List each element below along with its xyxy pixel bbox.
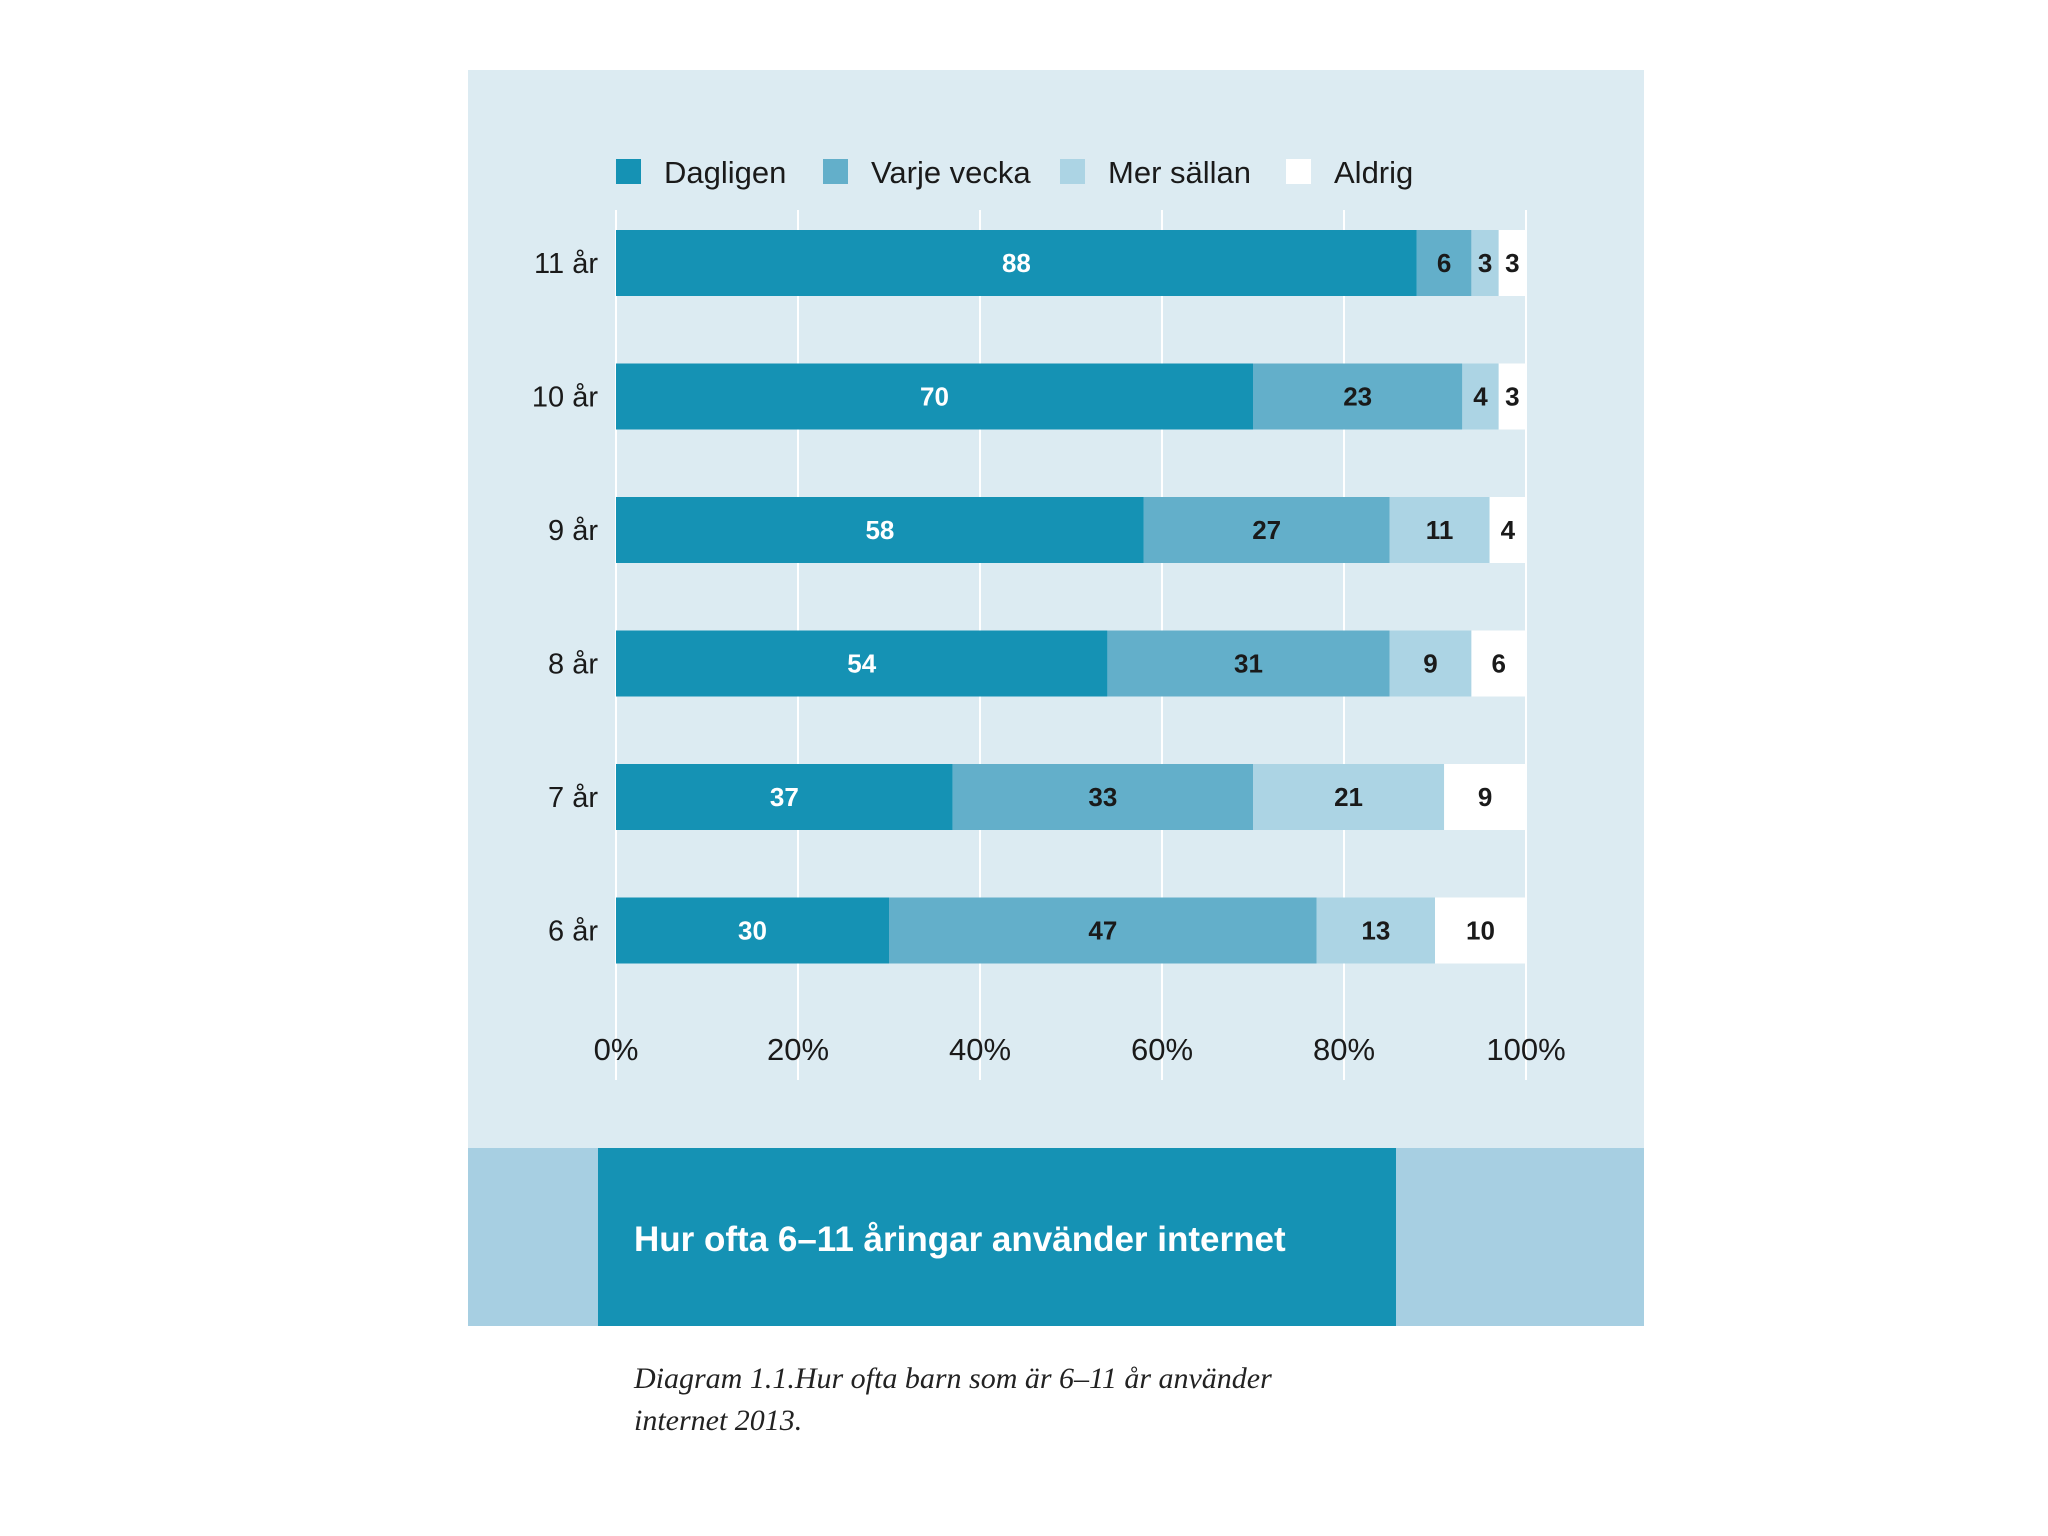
value-label-mer-sällan-1: 4 [1473, 382, 1488, 412]
x-tick-label-1: 20% [767, 1032, 829, 1067]
chart-panel: Dagligen Varje vecka Mer sällan Aldrig 11 år… [468, 70, 1644, 1326]
bar-aldrig-0 [1498, 230, 1526, 296]
bar-aldrig-1 [1498, 363, 1526, 430]
bar-mer-sällan-5 [1316, 897, 1435, 964]
value-label-dagligen-2: 58 [865, 515, 894, 545]
value-label-aldrig-0: 3 [1505, 248, 1519, 278]
value-label-mer-sällan-5: 13 [1361, 916, 1390, 946]
value-label-varje-vecka-0: 6 [1437, 248, 1451, 278]
bar-dagligen-0 [616, 230, 1417, 296]
value-label-varje-vecka-3: 31 [1234, 649, 1263, 679]
category-label-1: 10 år [532, 382, 598, 414]
bar-dagligen-1 [616, 363, 1253, 430]
bar-varje-vecka-3 [1107, 630, 1390, 697]
value-label-dagligen-4: 37 [770, 782, 799, 812]
value-label-varje-vecka-5: 47 [1088, 916, 1117, 946]
bar-mer-sällan-2 [1389, 497, 1490, 563]
x-tick-label-2: 40% [949, 1032, 1011, 1067]
bar-dagligen-3 [616, 630, 1108, 697]
value-label-dagligen-1: 70 [920, 382, 949, 412]
bar-aldrig-4 [1444, 764, 1526, 830]
x-tick-label-4: 80% [1313, 1032, 1375, 1067]
value-label-dagligen-5: 30 [738, 916, 767, 946]
value-label-mer-sällan-2: 11 [1426, 515, 1454, 545]
title-box: Hur ofta 6–11 åringar använder internet [598, 1148, 1396, 1326]
category-label-0: 11 år [534, 248, 598, 280]
x-tick-label-5: 100% [1486, 1032, 1565, 1067]
bar-mer-sällan-3 [1389, 630, 1472, 697]
legend-swatch-dagligen [616, 159, 641, 184]
bar-aldrig-5 [1435, 897, 1526, 964]
category-label-2: 9 år [548, 515, 598, 547]
legend-swatch-aldrig [1286, 159, 1311, 184]
legend-label-mer-sällan: Mer sällan [1108, 155, 1251, 190]
value-label-aldrig-5: 10 [1466, 916, 1495, 946]
value-label-mer-sällan-0: 3 [1478, 248, 1492, 278]
bar-mer-sällan-1 [1462, 363, 1499, 430]
value-label-varje-vecka-1: 23 [1343, 382, 1372, 412]
value-label-aldrig-4: 9 [1478, 782, 1492, 812]
bar-dagligen-5 [616, 897, 889, 964]
bar-mer-sällan-0 [1471, 230, 1499, 296]
legend-label-aldrig: Aldrig [1334, 155, 1413, 190]
legend-label-varje-vecka: Varje vecka [871, 155, 1031, 190]
value-label-varje-vecka-2: 27 [1252, 515, 1281, 545]
x-tick-label-0: 0% [594, 1032, 639, 1067]
value-label-aldrig-3: 6 [1491, 649, 1505, 679]
category-label-4: 7 år [548, 782, 598, 814]
bar-aldrig-3 [1471, 630, 1526, 697]
category-label-5: 6 år [548, 916, 598, 948]
category-label-3: 8 år [548, 649, 598, 681]
bar-varje-vecka-2 [1143, 497, 1390, 563]
bar-varje-vecka-5 [889, 897, 1317, 964]
value-label-dagligen-3: 54 [847, 649, 876, 679]
x-tick-label-3: 60% [1131, 1032, 1193, 1067]
bar-aldrig-2 [1489, 497, 1526, 563]
bar-dagligen-2 [616, 497, 1144, 563]
legend-label-dagligen: Dagligen [664, 155, 786, 190]
value-label-aldrig-2: 4 [1501, 515, 1516, 545]
bar-mer-sällan-4 [1253, 764, 1445, 830]
bar-varje-vecka-4 [952, 764, 1253, 830]
legend-swatch-mer-sällan [1060, 159, 1085, 184]
bar-varje-vecka-0 [1416, 230, 1472, 296]
bar-dagligen-4 [616, 764, 953, 830]
legend-swatch-varje-vecka [823, 159, 848, 184]
figure-caption: Diagram 1.1.Hur ofta barn som är 6–11 år… [634, 1362, 1272, 1437]
value-label-aldrig-1: 3 [1505, 382, 1519, 412]
value-label-mer-sällan-4: 21 [1334, 782, 1363, 812]
chart-title: Hur ofta 6–11 åringar använder internet [634, 1220, 1286, 1259]
value-label-dagligen-0: 88 [1002, 248, 1031, 278]
title-strip: Hur ofta 6–11 åringar använder internet [468, 1148, 1644, 1326]
value-label-varje-vecka-4: 33 [1088, 782, 1117, 812]
chart-svg: Dagligen Varje vecka Mer sällan Aldrig 11 år… [532, 155, 1566, 1080]
bar-varje-vecka-1 [1253, 363, 1463, 430]
value-label-mer-sällan-3: 9 [1423, 649, 1437, 679]
